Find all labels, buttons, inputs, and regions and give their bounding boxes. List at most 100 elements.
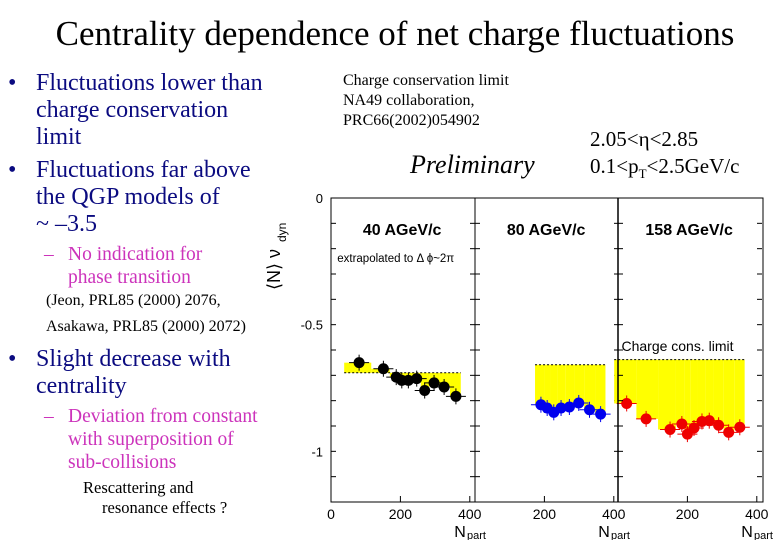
bullet-3-line: Slight decrease with <box>36 346 231 372</box>
panel-title: 40 AGeV/c <box>363 222 442 239</box>
dash-glyph: – <box>44 406 54 427</box>
charge-limit-band <box>658 359 676 430</box>
charge-limit-band <box>705 359 714 421</box>
y-axis-label-sub: dyn <box>275 223 289 242</box>
panel-title: 80 AGeV/c <box>507 222 586 239</box>
charge-limit-band <box>420 372 430 391</box>
charge-limit-band <box>550 364 558 413</box>
sub-line: sub-collisions <box>68 452 177 473</box>
y-axis-label-text: ⟨N⟩ ν <box>264 249 284 290</box>
panel-note: extrapolated to Δ ϕ~2π <box>337 253 454 265</box>
bullet-1-line: Fluctuations lower than <box>36 70 263 96</box>
data-point <box>353 357 365 369</box>
plot-frame <box>330 197 764 503</box>
references: (Jeon, PRL85 (2000) 2076, Asakawa, PRL85… <box>46 288 246 340</box>
x-tick-label: 400 <box>602 506 626 522</box>
bullet-2-line: ~ –3.5 <box>36 211 97 237</box>
bullet-2-line: Fluctuations far above <box>36 157 251 183</box>
data-point <box>438 381 450 393</box>
x-tick-label: 400 <box>745 506 769 522</box>
charge-limit-band <box>734 359 745 428</box>
charge-limit-band <box>684 359 691 435</box>
charge-limit-band <box>574 364 585 403</box>
bullet-3-sub: Deviation from constant with superpositi… <box>68 405 258 474</box>
preliminary-label: Preliminary <box>410 150 535 179</box>
y-tick-label: -0.5 <box>301 318 323 333</box>
data-point <box>450 390 462 402</box>
data-point <box>734 421 746 433</box>
data-point <box>676 418 688 430</box>
pt-cut-sub: T <box>638 166 647 182</box>
charge-limit-band <box>690 359 698 429</box>
sub-line: phase transition <box>68 267 191 288</box>
charge-limit-band <box>595 364 606 415</box>
charge-limit-band <box>636 359 659 419</box>
dash-glyph: – <box>44 244 54 265</box>
x-tick-label: 400 <box>458 506 482 522</box>
data-point <box>584 404 596 416</box>
x-tick-label: 200 <box>389 506 413 522</box>
data-point <box>713 419 725 431</box>
data-point <box>573 397 585 409</box>
charge-limit-band <box>675 359 685 424</box>
charge-limit-band <box>450 372 461 397</box>
x-tick-label: 200 <box>676 506 700 522</box>
data-point <box>621 397 633 409</box>
bullet-3-note: Rescattering and resonance effects ? <box>83 478 227 518</box>
data-point <box>411 373 423 385</box>
data-point <box>640 413 652 425</box>
eta-cut: 2.05<η<2.85 <box>590 127 699 151</box>
sub-line: No indication for <box>68 244 203 265</box>
y-tick-label: 0 <box>316 191 323 206</box>
x-axis-label: N <box>598 524 610 540</box>
sub-line: with superposition of <box>68 429 234 450</box>
bullet-2-sub: No indication for phase transition <box>68 243 202 289</box>
charge-limit-band <box>557 364 566 409</box>
data-point <box>688 422 700 434</box>
pt-cut-post: <2.5GeV/c <box>646 154 740 178</box>
x-tick-label: 200 <box>533 506 557 522</box>
x-axis-label-sub: part <box>611 530 630 540</box>
bullet-1: Fluctuations lower than charge conservat… <box>36 70 263 151</box>
data-point <box>377 363 389 375</box>
bullet-glyph: • <box>8 70 17 96</box>
source-line: NA49 collaboration, <box>343 92 475 109</box>
bullet-3: Slight decrease with centrality <box>36 346 231 400</box>
charge-limit-band <box>544 364 551 409</box>
bullet-3-line: centrality <box>36 373 127 399</box>
reference-line: Asakawa, PRL85 (2000) 2072) <box>46 318 246 335</box>
x-tick-label: 0 <box>327 506 335 522</box>
charge-limit-band <box>565 364 575 407</box>
panel-title: 158 AGeV/c <box>645 222 733 239</box>
data-point <box>723 426 735 438</box>
data-point <box>428 377 440 389</box>
bullet-glyph: • <box>8 346 17 372</box>
charge-limit-band <box>723 359 735 433</box>
data-point <box>664 424 676 436</box>
data-point <box>703 415 715 427</box>
note-line: resonance effects ? <box>102 498 228 517</box>
charge-limit-band <box>535 364 545 405</box>
pt-cut: 0.1<pT<2.5GeV/c <box>590 154 739 182</box>
source-line: PRC66(2002)054902 <box>343 112 480 129</box>
sub-line: Deviation from constant <box>68 406 258 427</box>
charge-limit-band <box>614 359 637 404</box>
y-axis-label: ⟨N⟩ ν dyn <box>264 223 289 290</box>
data-point <box>563 401 575 413</box>
charge-limit-label: Charge cons. limit <box>621 338 733 354</box>
pt-cut-pre: 0.1<p <box>590 154 639 178</box>
source-note: Charge conservation limit NA49 collabora… <box>343 71 509 131</box>
data-point <box>555 402 567 414</box>
reference-line: (Jeon, PRL85 (2000) 2076, <box>46 292 221 309</box>
y-tick-label: -1 <box>311 444 323 459</box>
charge-limit-band <box>584 364 596 410</box>
data-point <box>402 374 414 386</box>
source-line: Charge conservation limit <box>343 72 509 89</box>
bullet-1-line: limit <box>36 124 82 150</box>
x-axis-label: N <box>741 524 753 540</box>
bullet-2-line: the QGP models of <box>36 184 220 210</box>
x-axis-label: N <box>454 524 466 540</box>
bullet-1-line: charge conservation <box>36 97 229 123</box>
